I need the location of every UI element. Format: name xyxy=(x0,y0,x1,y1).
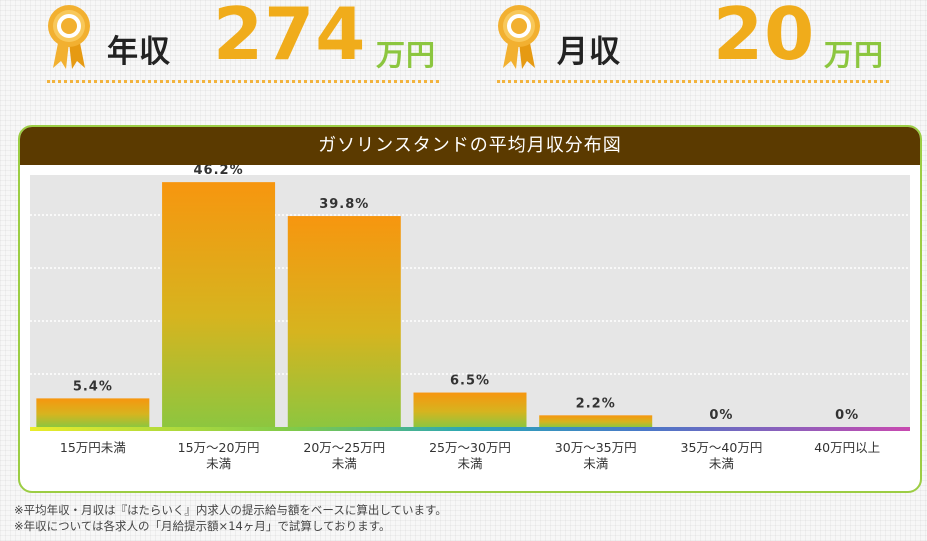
monthly-income-stat: 月収 20 万円 xyxy=(497,0,889,92)
chart-title: ガソリンスタンドの平均月収分布図 xyxy=(20,127,920,165)
bar-value-label: 0% xyxy=(835,408,859,423)
bars xyxy=(36,182,653,427)
divider xyxy=(47,80,439,83)
category-labels: 15万円未満 15万～20万円未満20万～25万円未満25万～30万円未満30万～… xyxy=(60,440,880,471)
category-label: 未満 xyxy=(457,456,482,471)
monthly-income-unit: 万円 xyxy=(824,38,885,72)
category-label: 未満 xyxy=(206,456,231,471)
bar xyxy=(539,415,653,427)
category-label: 40万円以上 xyxy=(814,440,880,455)
category-label: 未満 xyxy=(583,456,608,471)
annual-income-value: 274 xyxy=(213,0,367,76)
footnotes: ※平均年収・月収は『はたらいく』内求人の提示給与額をベースに算出しています。 ※… xyxy=(14,502,447,534)
category-label: 25万～30万円 xyxy=(429,440,511,455)
category-label: 未満 xyxy=(709,456,734,471)
bar-value-label: 46.2% xyxy=(194,165,244,178)
value-labels: 5.4% 46.2% 39.8% 6.5% 2.2% 0% 0% xyxy=(73,165,859,423)
annual-income-stat: 年収 274 万円 xyxy=(47,0,439,92)
category-label: 未満 xyxy=(332,456,357,471)
salary-distribution-panel: ガソリンスタンドの平均月収分布図 5.4% 46.2% 39.8% 6.5% 2.2% 0… xyxy=(18,125,922,493)
monthly-income-label: 月収 xyxy=(557,34,621,70)
bar-value-label: 0% xyxy=(709,408,733,423)
monthly-income-value: 20 xyxy=(713,0,816,76)
bar xyxy=(162,182,276,427)
medal-ribbon-icon xyxy=(498,5,540,69)
annual-income-unit: 万円 xyxy=(376,38,437,72)
bar-value-label: 39.8% xyxy=(319,197,369,212)
category-label: 15万～20万円 xyxy=(178,440,260,455)
category-label: 15万円未満 xyxy=(60,440,126,455)
plot-area xyxy=(30,175,910,427)
divider xyxy=(497,80,889,83)
bar xyxy=(287,216,401,427)
axis-baseline xyxy=(30,427,910,431)
medal-ribbon-icon xyxy=(48,5,90,69)
annual-income-label: 年収 xyxy=(107,34,171,70)
bar-value-label: 6.5% xyxy=(450,374,490,389)
gridlines xyxy=(30,214,910,375)
footnote: ※年収については各求人の「月給提示額×14ヶ月」で試算しております。 xyxy=(14,519,391,533)
category-label: 35万～40万円 xyxy=(681,440,763,455)
bar xyxy=(36,398,150,427)
bar xyxy=(413,392,527,427)
footnote: ※平均年収・月収は『はたらいく』内求人の提示給与額をベースに算出しています。 xyxy=(14,503,447,517)
bar-value-label: 2.2% xyxy=(576,396,616,411)
category-label: 30万～35万円 xyxy=(555,440,637,455)
category-label: 20万～25万円 xyxy=(303,440,385,455)
salary-distribution-chart: 5.4% 46.2% 39.8% 6.5% 2.2% 0% 0% 15万円未満 15万～20万… xyxy=(30,165,910,471)
bar-value-label: 5.4% xyxy=(73,379,113,394)
